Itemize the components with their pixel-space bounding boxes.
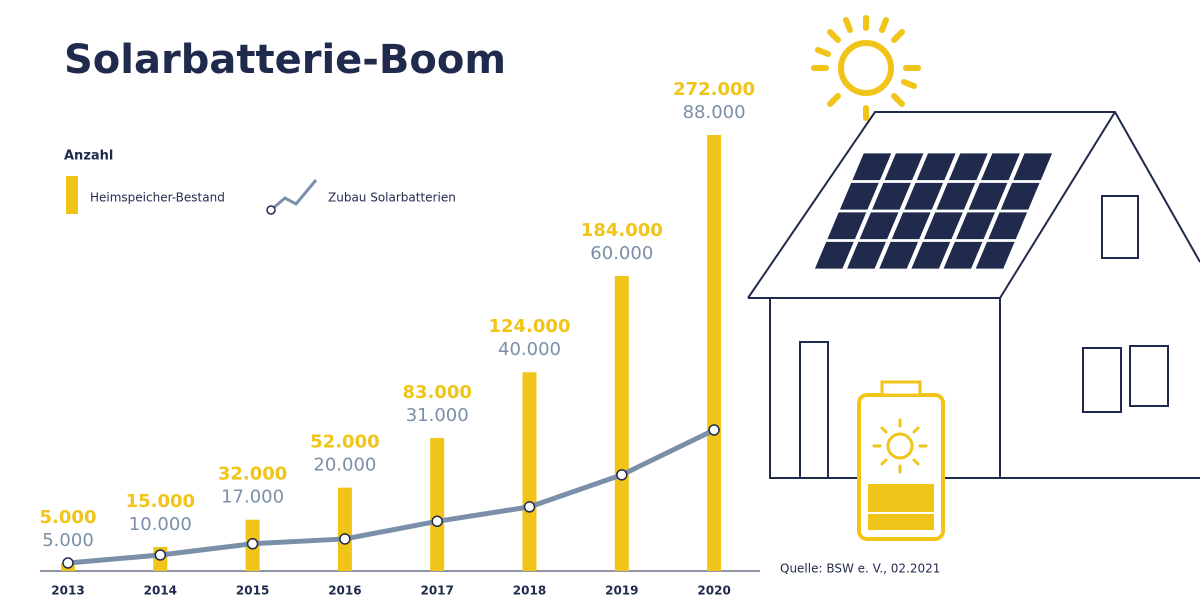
solar-cell (879, 241, 919, 269)
solar-cell (904, 182, 944, 210)
line (67, 427, 716, 566)
value-label: 17.000 (221, 487, 284, 508)
x-tick-label: 2016 (328, 584, 361, 598)
solar-cell (852, 153, 892, 181)
house-icon (747, 111, 1200, 479)
legend-swatch (270, 179, 318, 212)
value-label: 32.000 (218, 464, 287, 485)
solar-cell (1000, 182, 1040, 210)
line-point (246, 538, 259, 550)
solar-cell (891, 212, 931, 240)
line-point (523, 501, 536, 513)
value-label: 124.000 (489, 316, 571, 337)
x-tick-label: 2020 (697, 584, 730, 598)
solar-cell (936, 182, 976, 210)
solar-cell (859, 212, 899, 240)
solar-cell (968, 182, 1008, 210)
legend-swatch (266, 205, 276, 215)
value-label: 31.000 (406, 405, 469, 426)
solar-cell (943, 241, 983, 269)
value-label: 5.000 (42, 530, 94, 551)
value-label: 52.000 (310, 432, 379, 453)
bar (430, 437, 445, 571)
sun-icon (811, 15, 921, 121)
value-label: 20.000 (313, 455, 376, 476)
x-tick-label: 2015 (236, 584, 269, 598)
line-point (339, 533, 351, 545)
solar-cell (911, 241, 951, 269)
line-point (616, 469, 628, 481)
legend-label: Zubau Solarbatterien (328, 191, 456, 205)
value-label: 60.000 (590, 243, 653, 264)
line-point (708, 424, 720, 436)
solar-cell (923, 212, 963, 240)
solar-cell (884, 153, 924, 181)
value-label: 88.000 (683, 102, 746, 123)
bar (614, 276, 629, 571)
value-label: 83.000 (402, 382, 471, 403)
value-label: 40.000 (498, 339, 561, 360)
solar-cell (975, 241, 1015, 269)
solar-panels (814, 153, 1053, 269)
bar (337, 487, 352, 571)
battery-icon (857, 380, 945, 541)
source-note: Quelle: BSW e. V., 02.2021 (780, 562, 940, 576)
solar-cell (981, 153, 1020, 181)
y-axis-label: Anzahl (64, 149, 113, 164)
solar-cell (988, 212, 1028, 240)
value-label: 10.000 (129, 514, 192, 535)
line-point (431, 515, 443, 528)
value-label: 272.000 (673, 79, 755, 100)
solar-cell (839, 182, 879, 210)
legend-swatch (66, 176, 78, 214)
solar-cell (956, 212, 995, 240)
legend-label: Heimspeicher-Bestand (90, 191, 225, 205)
x-tick-label: 2019 (605, 584, 638, 598)
value-label: 15.000 (126, 491, 195, 512)
solar-cell (814, 241, 854, 269)
solar-cell (847, 241, 886, 269)
x-tick-label: 2013 (51, 584, 84, 598)
x-tick-label: 2014 (144, 584, 177, 598)
line-point (62, 557, 74, 569)
solar-cell (948, 153, 988, 181)
chart-title: Solarbatterie-Boom (64, 37, 506, 83)
bar (707, 135, 722, 571)
solar-cell (1013, 153, 1053, 181)
x-tick-label: 2017 (420, 584, 453, 598)
solar-cell (827, 212, 867, 240)
line-point (154, 549, 167, 561)
x-tick-label: 2018 (513, 584, 546, 598)
bar (522, 372, 537, 571)
value-label: 5.000 (40, 507, 97, 528)
solar-cell (872, 182, 911, 210)
solar-cell (916, 153, 956, 181)
value-label: 184.000 (581, 220, 663, 241)
